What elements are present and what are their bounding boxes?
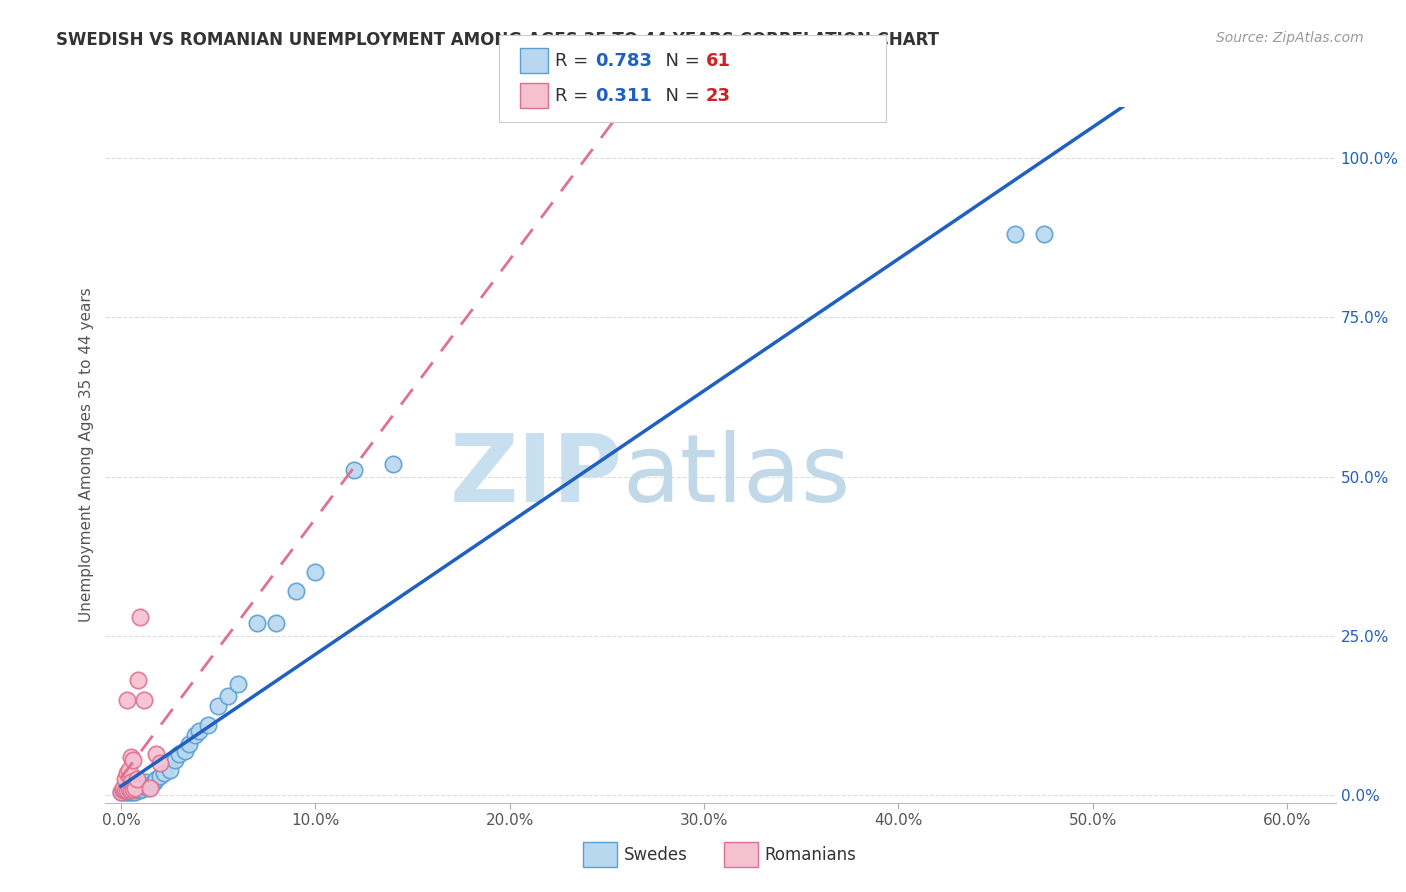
Point	[129, 783, 152, 797]
Point	[152, 765, 174, 780]
Point	[169, 747, 191, 761]
Point	[111, 780, 134, 795]
Point	[115, 781, 138, 796]
Point	[114, 781, 136, 796]
Text: N =: N =	[654, 53, 706, 70]
Point	[134, 692, 156, 706]
Point	[115, 692, 138, 706]
Point	[134, 779, 156, 793]
Point	[136, 780, 159, 795]
Point	[125, 780, 148, 795]
Text: Source: ZipAtlas.com: Source: ZipAtlas.com	[1216, 31, 1364, 45]
Point	[145, 772, 167, 787]
Point	[121, 779, 143, 793]
Point	[149, 756, 172, 771]
Point	[121, 781, 143, 796]
Point	[143, 775, 166, 789]
Point	[124, 785, 146, 799]
Point	[1004, 227, 1026, 242]
Point	[120, 780, 142, 795]
Point	[127, 779, 149, 793]
Text: R =: R =	[555, 53, 595, 70]
Point	[118, 785, 141, 799]
Point	[114, 785, 136, 799]
Text: 0.783: 0.783	[595, 53, 652, 70]
Point	[120, 785, 142, 799]
Point	[145, 747, 167, 761]
Text: R =: R =	[555, 87, 600, 104]
Point	[118, 779, 141, 793]
Point	[125, 772, 148, 787]
Point	[115, 783, 138, 797]
Point	[124, 781, 146, 796]
Text: N =: N =	[654, 87, 706, 104]
Point	[139, 779, 162, 793]
Point	[115, 780, 138, 794]
Point	[121, 753, 143, 767]
Point	[127, 781, 149, 796]
Point	[110, 785, 132, 799]
Text: 0.311: 0.311	[595, 87, 651, 104]
Point	[382, 457, 405, 471]
Point	[1033, 227, 1056, 242]
Point	[115, 783, 138, 797]
Point	[120, 775, 142, 789]
Point	[120, 783, 142, 797]
Point	[284, 584, 307, 599]
Point	[115, 765, 138, 780]
Text: 23: 23	[706, 87, 731, 104]
Point	[114, 772, 136, 787]
Point	[266, 616, 288, 631]
Point	[149, 769, 172, 783]
Text: 61: 61	[706, 53, 731, 70]
Point	[177, 737, 200, 751]
Point	[131, 781, 153, 796]
Point	[187, 724, 209, 739]
Point	[120, 779, 142, 793]
Point	[120, 750, 142, 764]
Point	[135, 775, 157, 789]
Point	[124, 779, 146, 793]
Point	[165, 753, 187, 767]
Point	[118, 783, 141, 797]
Point	[124, 780, 146, 795]
Point	[246, 616, 269, 631]
Point	[197, 718, 219, 732]
Point	[118, 781, 141, 796]
Point	[118, 781, 141, 796]
Point	[226, 676, 249, 690]
Point	[125, 783, 148, 797]
Text: SWEDISH VS ROMANIAN UNEMPLOYMENT AMONG AGES 35 TO 44 YEARS CORRELATION CHART: SWEDISH VS ROMANIAN UNEMPLOYMENT AMONG A…	[56, 31, 939, 49]
Text: ZIP: ZIP	[450, 430, 621, 522]
Y-axis label: Unemployment Among Ages 35 to 44 years: Unemployment Among Ages 35 to 44 years	[79, 287, 94, 623]
Point	[111, 785, 134, 799]
Point	[127, 673, 149, 688]
Point	[118, 763, 141, 777]
Point	[184, 728, 207, 742]
Point	[129, 609, 152, 624]
Point	[121, 781, 143, 796]
Point	[111, 783, 134, 797]
Point	[111, 781, 134, 796]
Point	[141, 777, 163, 791]
Point	[217, 690, 239, 704]
Point	[110, 785, 132, 799]
Point	[129, 780, 152, 794]
Point	[139, 780, 162, 795]
Point	[114, 780, 136, 795]
Point	[115, 785, 138, 799]
Point	[159, 763, 181, 777]
Point	[114, 783, 136, 797]
Point	[114, 783, 136, 797]
Point	[343, 463, 366, 477]
Point	[207, 698, 229, 713]
Text: Swedes: Swedes	[624, 846, 688, 863]
Point	[120, 783, 142, 797]
Point	[111, 783, 134, 797]
Point	[304, 565, 326, 579]
Text: Romanians: Romanians	[765, 846, 856, 863]
Text: atlas: atlas	[621, 430, 851, 522]
Point	[121, 785, 143, 799]
Point	[174, 743, 197, 757]
